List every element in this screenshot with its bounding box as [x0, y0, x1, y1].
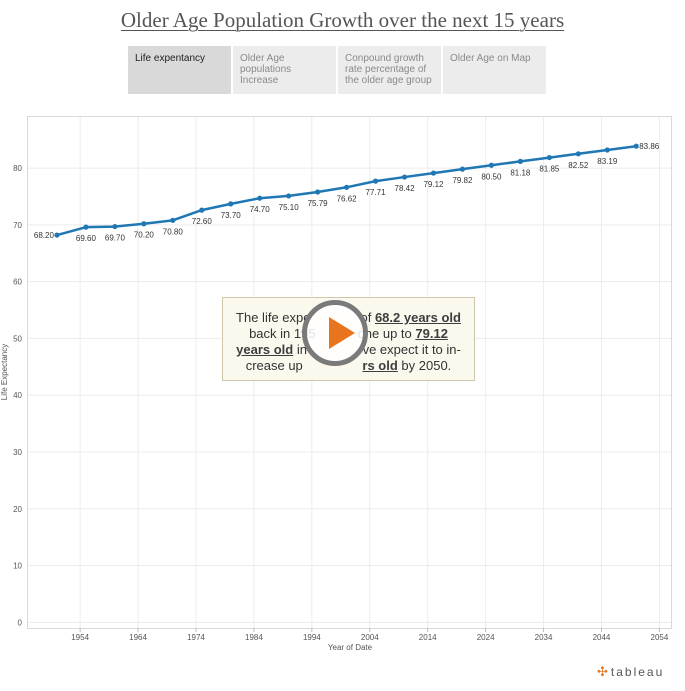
page-title: Older Age Population Growth over the nex…	[120, 8, 565, 32]
tab-older-age-populations[interactable]: Older Age populations Increase	[233, 46, 336, 94]
data-label: 69.60	[76, 234, 97, 243]
tab-compound-growth-rate[interactable]: Conpound growth rate percentage of the o…	[338, 46, 441, 94]
data-point	[257, 195, 263, 201]
x-tick-label: 2014	[419, 633, 437, 642]
y-tick-label: 30	[13, 448, 22, 457]
data-point	[199, 207, 205, 213]
data-label: 70.80	[163, 227, 184, 236]
annotation-text: one up to	[357, 326, 416, 341]
data-point	[54, 232, 60, 238]
tab-older-age-map[interactable]: Older Age on Map	[443, 46, 546, 94]
data-label: 75.79	[308, 199, 329, 208]
data-point	[315, 189, 321, 195]
x-tick-label: 2034	[535, 633, 553, 642]
play-button[interactable]	[302, 300, 368, 366]
data-label: 76.62	[337, 194, 358, 203]
x-tick-label: 1954	[71, 633, 89, 642]
data-label: 78.42	[395, 184, 416, 193]
story-tabs: Life expentancy Older Age populations In…	[128, 46, 546, 94]
y-tick-label: 50	[13, 334, 22, 343]
x-tick-label: 2004	[361, 633, 379, 642]
data-point	[83, 224, 89, 230]
annotation-text: by 2050.	[397, 358, 452, 373]
data-point	[170, 217, 176, 223]
data-label: 82.52	[568, 161, 589, 170]
data-label: 81.85	[539, 165, 560, 174]
y-tick-label: 10	[13, 562, 22, 571]
data-label: 79.82	[452, 176, 473, 185]
annotation-value: rs old	[362, 358, 398, 373]
data-point	[372, 178, 379, 184]
x-tick-label: 1984	[245, 633, 263, 642]
data-point	[286, 193, 292, 199]
annotation-text: ve expect it to in-	[362, 342, 461, 357]
x-axis-title: Year of Date	[328, 643, 373, 652]
x-tick-label: 1994	[303, 633, 321, 642]
data-label: 72.60	[192, 217, 213, 226]
data-point	[633, 143, 639, 149]
data-label: 77.71	[366, 188, 387, 197]
y-tick-label: 20	[13, 505, 22, 514]
tableau-mark-icon: ✣	[597, 664, 608, 679]
data-point	[228, 201, 234, 207]
data-point	[430, 170, 437, 176]
annotation-value: 68.2 years old	[374, 310, 461, 325]
data-label: 75.10	[279, 203, 300, 212]
y-tick-label: 0	[18, 618, 23, 627]
x-tick-label: 1974	[187, 633, 205, 642]
data-point	[546, 154, 552, 161]
annotation-value: 79.12	[415, 326, 448, 341]
y-tick-label: 80	[13, 164, 22, 173]
data-label: 70.20	[134, 231, 155, 240]
data-label: 83.19	[597, 157, 618, 166]
data-label: 79.12	[423, 180, 444, 189]
x-tick-label: 2054	[651, 633, 669, 642]
data-point	[401, 174, 408, 180]
data-label: 69.70	[105, 234, 126, 243]
data-label: 68.20	[34, 231, 55, 240]
y-axis-title: Life Expectancy	[0, 344, 9, 400]
chart-frame	[27, 116, 672, 629]
tableau-logo[interactable]: ✣ tableau	[597, 664, 664, 680]
data-point	[344, 184, 350, 190]
y-tick-label: 70	[13, 221, 22, 230]
tab-life-expectancy[interactable]: Life expentancy	[128, 46, 231, 94]
play-icon	[329, 317, 355, 349]
annotation-value: years old	[236, 342, 294, 357]
x-tick-label: 2044	[593, 633, 611, 642]
data-label: 80.50	[481, 172, 502, 181]
x-tick-label: 2024	[477, 633, 495, 642]
data-point	[575, 151, 581, 157]
annotation-text: crease up	[245, 358, 307, 373]
annotation-text: The life expe	[236, 310, 311, 325]
data-point	[604, 147, 610, 153]
data-point	[517, 158, 523, 165]
y-tick-label: 60	[13, 278, 22, 287]
annotation-text: back in 195	[249, 326, 316, 341]
data-point	[488, 162, 495, 168]
annotation-text: in	[293, 342, 311, 357]
data-label: 74.70	[250, 205, 271, 214]
data-point	[141, 221, 147, 227]
data-label: 81.18	[510, 168, 531, 177]
x-tick-label: 1964	[129, 633, 147, 642]
data-label: 83.86	[639, 142, 660, 151]
brand-text: tableau	[610, 665, 665, 679]
data-label: 73.70	[221, 211, 242, 220]
annotation-text: of	[360, 310, 375, 325]
y-tick-label: 40	[13, 391, 22, 400]
data-point	[112, 223, 118, 230]
data-point	[459, 166, 466, 172]
